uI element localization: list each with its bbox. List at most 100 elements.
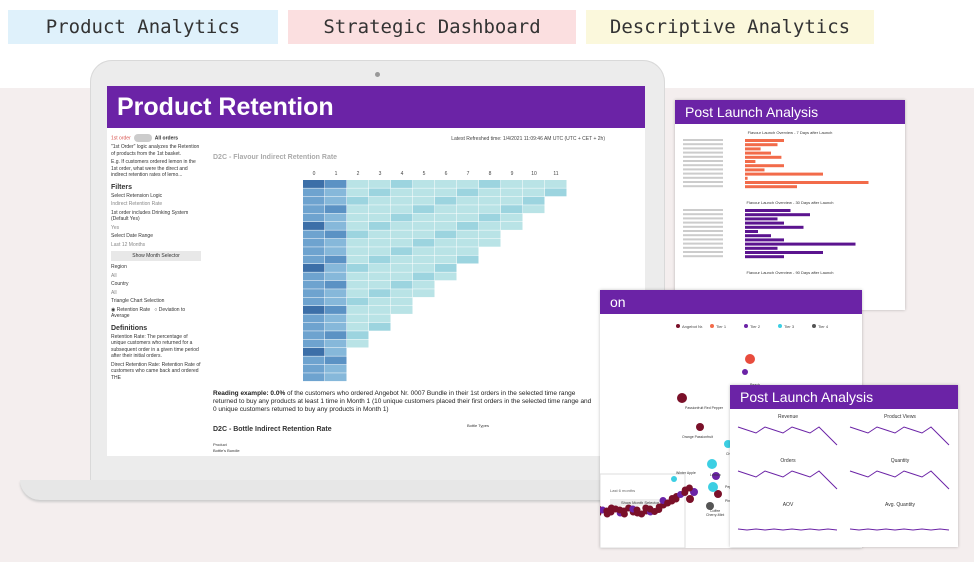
- laptop-base: [20, 480, 728, 500]
- main-content: Latest Refreshed time: 1/4/2021 11:09:46…: [207, 128, 645, 456]
- panel1-sub1: Flavour Launch Overview - 7 Days after L…: [747, 130, 833, 135]
- heat-cell: [391, 297, 413, 306]
- heat-cell: [347, 264, 369, 272]
- post-launch-panel-1: Post Launch Analysis Flavour Launch Over…: [675, 100, 905, 310]
- heat-cell: [303, 306, 325, 314]
- scatter-point: [714, 490, 722, 498]
- heat-cell: [325, 213, 347, 222]
- scatter-point: [677, 393, 687, 403]
- heat-cell: [369, 196, 391, 205]
- filter-date-select[interactable]: Last 12 Months: [111, 241, 146, 248]
- post-launch-panel-2: Post Launch Analysis Revenue Product View…: [730, 385, 958, 547]
- kpi-title: Quantity: [891, 458, 910, 464]
- page-title: Product Retention: [107, 86, 645, 128]
- heat-cell: [325, 339, 347, 348]
- kpi-line: [849, 426, 950, 446]
- legend-dot: [676, 324, 680, 328]
- heat-cell: [347, 322, 369, 331]
- heat-cell: [457, 196, 479, 205]
- launch-bar: [745, 147, 761, 151]
- heat-cell: [325, 222, 347, 230]
- scatter-label: Cherry-Mint: [706, 513, 724, 517]
- heat-cell: [325, 230, 347, 239]
- launch-bar-label: [683, 164, 723, 167]
- order-toggle[interactable]: 1st order All orders: [111, 134, 201, 142]
- heat-cell: [501, 205, 523, 214]
- launch-bar-label: [683, 168, 723, 171]
- heat-cell: [325, 255, 347, 264]
- heat-cell: [457, 180, 479, 188]
- launch-bar: [745, 234, 771, 238]
- launch-bar: [745, 255, 784, 259]
- heat-cell: [325, 348, 347, 356]
- tag-product-analytics: Product Analytics: [8, 10, 278, 44]
- heat-cell: [303, 264, 325, 272]
- scatter-point: [671, 476, 677, 482]
- launch-bar: [745, 213, 810, 217]
- heat-cell: [457, 238, 479, 247]
- launch-bar: [745, 168, 765, 172]
- toggle-switch[interactable]: [133, 134, 152, 142]
- region-label: Region: [111, 264, 127, 270]
- heat-cell: [369, 222, 391, 230]
- filter-drinking-select[interactable]: Yes: [111, 224, 120, 231]
- heat-cell: [435, 222, 457, 230]
- country-select[interactable]: All: [111, 289, 117, 296]
- heat-cell: [325, 322, 347, 331]
- heat-cell: [413, 255, 435, 264]
- heat-cell: [457, 213, 479, 222]
- heat-cell: [303, 222, 325, 230]
- heat-cell: [413, 222, 435, 230]
- heat-col-label: 11: [553, 171, 558, 177]
- heat-cell: [435, 264, 457, 272]
- legend-label: Tier 3: [784, 324, 795, 329]
- filter-drinking-label: 1st order includes Drinking System (Defa…: [111, 209, 189, 223]
- month-button: [610, 499, 670, 506]
- heat-cell: [413, 196, 435, 205]
- heat-cell: [347, 230, 369, 239]
- launch-bar: [745, 238, 784, 242]
- heat-cell: [369, 180, 391, 188]
- heat-cell: [325, 297, 347, 306]
- launch-bar: [745, 151, 771, 155]
- heat-cell: [369, 255, 391, 264]
- definitions-heading: Definitions: [111, 324, 148, 332]
- heat-cell: [391, 230, 413, 239]
- heat-cell: [391, 238, 413, 247]
- scatter-point: [712, 472, 720, 480]
- heat-cell: [413, 213, 435, 222]
- radio-retention[interactable]: ◉ Retention Rate: [111, 306, 151, 313]
- heat-cell: [303, 272, 325, 281]
- reading-example: Reading example: 0.0% of the customers w…: [213, 390, 592, 413]
- heat-cell: [391, 247, 413, 256]
- heat-cell: [413, 238, 435, 247]
- launch-bar: [745, 209, 791, 212]
- sidebar: 1st order All orders "1st Order" logic an…: [107, 128, 205, 456]
- heat-col-label: 4: [401, 171, 404, 177]
- heat-col-label: 5: [423, 171, 426, 177]
- radio-deviation[interactable]: ○ Deviation to Average: [111, 306, 186, 320]
- show-month-selector-button[interactable]: Show Month Selector: [111, 251, 201, 261]
- heat-cell: [369, 205, 391, 214]
- heat-cell: [303, 314, 325, 323]
- heat-cell: [369, 247, 391, 256]
- toggle-right-label: All orders: [154, 135, 179, 142]
- legend-label: Tier 4: [818, 324, 829, 329]
- launch-bar-label: [683, 139, 723, 141]
- heat-cell: [303, 255, 325, 264]
- heat-cell: [391, 264, 413, 272]
- heat-col-label: 6: [445, 171, 448, 177]
- region-select[interactable]: All: [111, 272, 117, 279]
- heat-cell: [391, 180, 413, 188]
- triangle-label: Triangle Chart Selection: [111, 298, 165, 304]
- launch-bar-label: [683, 251, 723, 253]
- heat-cell: [413, 272, 435, 281]
- filters-heading: Filters: [111, 183, 133, 191]
- heat-cell: [479, 188, 501, 197]
- launch-bar: [745, 155, 782, 159]
- heat-cell: [391, 255, 413, 264]
- scatter-point: [706, 502, 714, 510]
- heat-cell: [501, 222, 523, 230]
- scatter-cluster-point: [672, 495, 680, 503]
- filter-logic-select[interactable]: Indirect Retention Rate: [111, 201, 163, 207]
